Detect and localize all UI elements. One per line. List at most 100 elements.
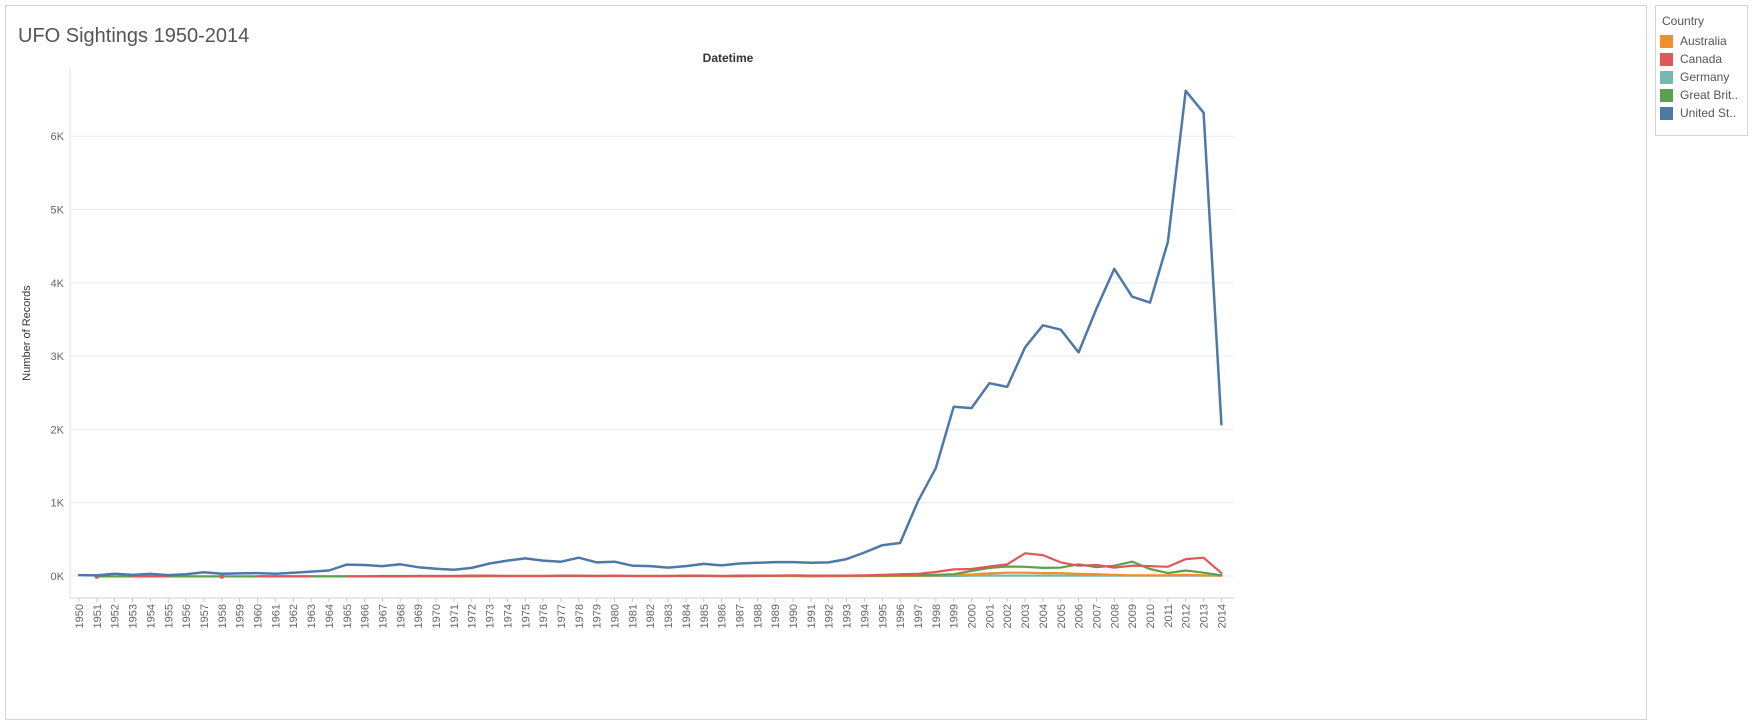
x-tick-label: 1998	[931, 604, 943, 628]
x-tick-label: 2006	[1074, 604, 1086, 628]
x-tick-label: 1984	[681, 604, 693, 628]
x-tick-label: 1963	[306, 604, 318, 628]
legend-item-australia[interactable]: Australia	[1660, 34, 1748, 50]
series-line-united-st[interactable]	[77, 89, 1223, 577]
y-axis-ticks: 0K 1K 2K 3K 4K 5K 6K	[51, 131, 65, 583]
x-tick-label: 1974	[502, 604, 514, 628]
x-tick-label: 1954	[145, 604, 157, 628]
x-tick-label: 2009	[1127, 604, 1139, 628]
gridlines	[69, 68, 1234, 599]
x-tick-label: 2013	[1199, 604, 1211, 628]
legend-label-great-britain: Great Brit..	[1680, 88, 1739, 102]
x-tick-label: 1999	[949, 604, 961, 628]
legend-item-great-britain[interactable]: Great Brit..	[1660, 88, 1748, 104]
x-tick-label: 1979	[592, 604, 604, 628]
x-tick-label: 2002	[1002, 604, 1014, 628]
x-tick-label: 1952	[110, 604, 122, 628]
x-tick-label: 1970	[431, 604, 443, 628]
x-tick-label: 1953	[128, 604, 140, 628]
x-tick-label: 1966	[360, 604, 372, 628]
legend-swatch-germany	[1660, 71, 1673, 84]
x-tick-label: 2008	[1109, 604, 1121, 628]
x-tick-label: 1964	[324, 604, 336, 628]
x-tick-label: 2014	[1216, 604, 1228, 628]
x-tick-label: 1950	[74, 604, 86, 628]
legend-swatch-great-britain	[1660, 89, 1673, 102]
x-tick-label: 1961	[270, 604, 282, 628]
y-tick-label: 0K	[51, 571, 65, 583]
x-tick-label: 1975	[520, 604, 532, 628]
legend-label-germany: Germany	[1680, 70, 1730, 84]
legend-item-germany[interactable]: Germany	[1660, 70, 1748, 86]
x-tick-label: 1959	[235, 604, 247, 628]
x-tick-label: 1989	[770, 604, 782, 628]
x-tick-label: 1992	[824, 604, 836, 628]
y-axis-label: Number of Records	[21, 285, 33, 381]
x-tick-label: 1980	[610, 604, 622, 628]
x-tick-label: 1985	[699, 604, 711, 628]
line-chart[interactable]: Datetime Number of Records 0K 1K 2K 3K 4K 5K 6…	[6, 6, 1646, 719]
legend-item-canada[interactable]: Canada	[1660, 52, 1748, 68]
x-tick-label: 2005	[1056, 604, 1068, 628]
series-line-canada[interactable]	[345, 552, 1223, 578]
legend-swatch-canada	[1660, 53, 1673, 66]
series-point-canada[interactable]	[219, 573, 225, 579]
chart-panel: UFO Sightings 1950-2014 Datetime Number …	[5, 5, 1647, 720]
legend-item-united-states[interactable]: United St..	[1660, 106, 1748, 122]
x-tick-label: 1951	[92, 604, 104, 628]
x-tick-label: 1967	[377, 604, 389, 628]
legend-swatch-united-states	[1660, 107, 1673, 120]
y-tick-label: 3K	[51, 351, 65, 363]
y-tick-label: 2K	[51, 424, 65, 436]
legend-title: Country	[1662, 14, 1705, 28]
x-tick-label: 1968	[395, 604, 407, 628]
x-tick-label: 1986	[717, 604, 729, 628]
x-axis-ticks: 1950 1951 1952 1953 1954 1955 1956 1957 1958 1959…	[74, 598, 1228, 628]
x-tick-label: 1969	[413, 604, 425, 628]
x-tick-label: 1955	[163, 604, 175, 628]
x-tick-label: 1983	[663, 604, 675, 628]
chart-title: Datetime	[703, 51, 754, 65]
x-tick-label: 1982	[645, 604, 657, 628]
x-tick-label: 1960	[253, 604, 265, 628]
x-tick-label: 2003	[1020, 604, 1032, 628]
x-tick-label: 1991	[806, 604, 818, 628]
x-tick-label: 1973	[485, 604, 497, 628]
legend: Country Australia Canada Germany Great B…	[1655, 5, 1748, 136]
x-tick-label: 2000	[967, 604, 979, 628]
x-tick-label: 2011	[1163, 604, 1175, 628]
dashboard-title: UFO Sightings 1950-2014	[18, 25, 250, 47]
x-tick-label: 1956	[181, 604, 193, 628]
x-tick-label: 1987	[734, 604, 746, 628]
y-tick-label: 6K	[51, 131, 65, 143]
x-tick-label: 1976	[538, 604, 550, 628]
legend-label-australia: Australia	[1680, 34, 1727, 48]
legend-swatch-australia	[1660, 35, 1673, 48]
x-tick-label: 1993	[842, 604, 854, 628]
x-tick-label: 1997	[913, 604, 925, 628]
y-tick-label: 5K	[51, 205, 65, 217]
series-lines	[77, 89, 1223, 579]
x-tick-label: 1977	[556, 604, 568, 628]
y-tick-label: 1K	[51, 498, 65, 510]
x-tick-label: 2001	[984, 604, 996, 628]
x-tick-label: 1994	[859, 604, 871, 628]
x-tick-label: 1957	[199, 604, 211, 628]
x-tick-label: 1990	[788, 604, 800, 628]
legend-label-canada: Canada	[1680, 52, 1723, 66]
x-tick-label: 1958	[217, 604, 229, 628]
x-tick-label: 1965	[342, 604, 354, 628]
x-tick-label: 2004	[1038, 604, 1050, 628]
x-tick-label: 2007	[1091, 604, 1103, 628]
x-tick-label: 2012	[1181, 604, 1193, 628]
x-tick-label: 2010	[1145, 604, 1157, 628]
y-tick-label: 4K	[51, 278, 65, 290]
x-tick-label: 1971	[449, 604, 461, 628]
x-tick-label: 1962	[288, 604, 300, 628]
x-tick-label: 1995	[877, 604, 889, 628]
x-tick-label: 1996	[895, 604, 907, 628]
x-tick-label: 1978	[574, 604, 586, 628]
x-tick-label: 1981	[627, 604, 639, 628]
legend-label-united-states: United St..	[1680, 106, 1737, 120]
x-tick-label: 1988	[752, 604, 764, 628]
